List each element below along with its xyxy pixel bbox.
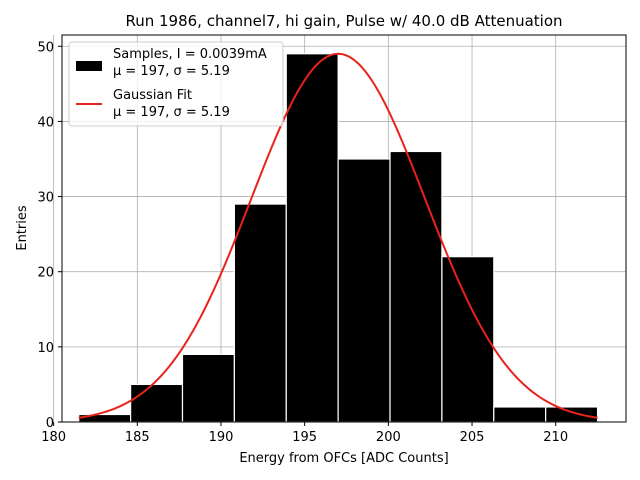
x-tick-label: 210 (543, 430, 568, 445)
x-tick-label: 190 (209, 430, 234, 445)
histogram-bar-6 (337, 158, 391, 423)
x-axis-ticks: 180 185 190 195 200 205 210 (41, 422, 568, 445)
histogram-bar-10 (545, 406, 599, 423)
x-tick-label: 205 (460, 430, 485, 445)
legend-fit-label: Gaussian Fit (113, 88, 192, 103)
x-axis-label: Energy from OFCs [ADC Counts] (239, 451, 448, 466)
x-tick-label: 200 (376, 430, 401, 445)
y-axis-ticks: 0 10 20 30 40 50 (37, 40, 62, 431)
legend-samples-swatch (76, 61, 102, 71)
y-tick-label: 30 (37, 191, 54, 206)
y-tick-label: 20 (37, 266, 54, 281)
histogram-bar-7 (389, 150, 443, 423)
x-tick-label: 185 (125, 430, 150, 445)
histogram-bar-9 (493, 406, 547, 423)
gaussian-fit-curve (78, 52, 598, 419)
x-tick-label: 195 (292, 430, 317, 445)
y-tick-label: 40 (37, 115, 54, 130)
y-tick-label: 50 (37, 40, 54, 55)
histogram-bars (78, 53, 599, 423)
legend-box (68, 41, 284, 127)
legend-samples-label: Samples, I = 0.0039mA (113, 47, 267, 62)
histogram-bar-2 (130, 383, 184, 423)
plot-frame (61, 34, 627, 423)
x-tick-label: 180 (41, 430, 66, 445)
histogram-bar-8 (441, 256, 495, 423)
chart-title: Run 1986, channel7, hi gain, Pulse w/ 40… (125, 12, 562, 30)
legend: Samples, I = 0.0039mA μ = 197, σ = 5.19 … (68, 41, 284, 127)
y-tick-label: 0 (46, 416, 54, 431)
histogram-bar-4 (233, 203, 287, 423)
y-tick-label: 10 (37, 341, 54, 356)
legend-samples-stats: μ = 197, σ = 5.19 (113, 64, 230, 79)
histogram-bar-3 (181, 353, 235, 423)
legend-fit-stats: μ = 197, σ = 5.19 (113, 105, 230, 120)
y-axis-label: Entries (15, 205, 30, 251)
histogram-bar-5 (285, 53, 339, 423)
